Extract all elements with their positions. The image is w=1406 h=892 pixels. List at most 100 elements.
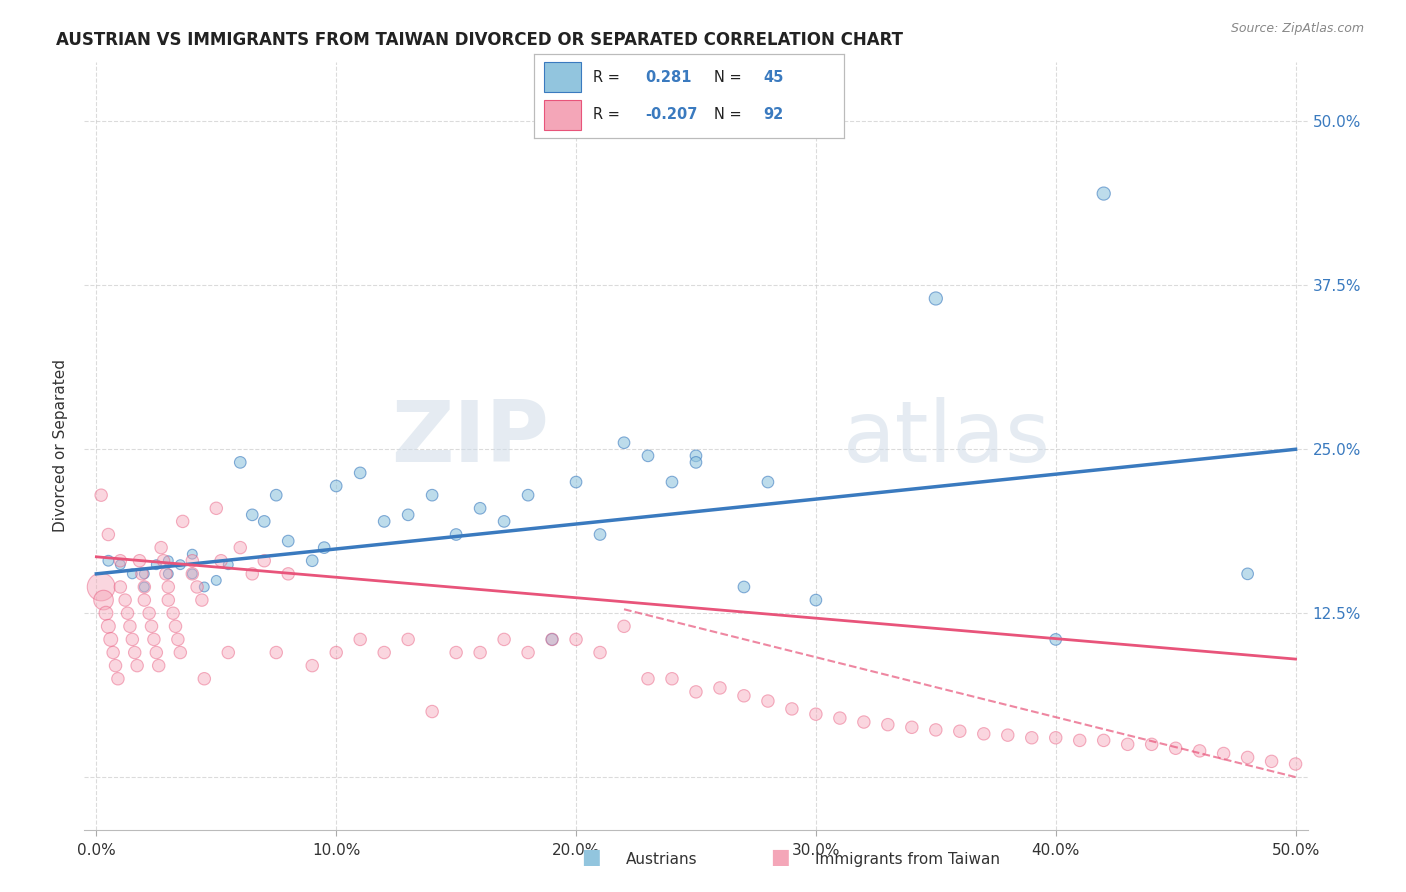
Point xyxy=(517,646,540,660)
Point xyxy=(565,475,588,489)
Point xyxy=(142,632,165,647)
Point xyxy=(167,632,190,647)
Point xyxy=(925,292,948,306)
Point xyxy=(172,515,194,529)
Text: Source: ZipAtlas.com: Source: ZipAtlas.com xyxy=(1230,22,1364,36)
Point xyxy=(110,554,132,568)
Point xyxy=(444,527,467,541)
Point xyxy=(134,580,156,594)
Point xyxy=(134,566,156,581)
Point xyxy=(517,488,540,502)
Point xyxy=(97,554,120,568)
Text: R =: R = xyxy=(593,107,624,122)
Point xyxy=(420,488,443,502)
Point xyxy=(134,580,156,594)
Point xyxy=(157,593,180,607)
Point xyxy=(157,580,180,594)
Text: ■: ■ xyxy=(770,847,790,867)
Point xyxy=(264,646,287,660)
Point xyxy=(169,646,191,660)
Text: N =: N = xyxy=(714,70,747,85)
Point xyxy=(1069,733,1091,747)
Point xyxy=(94,606,117,620)
Point xyxy=(152,554,174,568)
Point xyxy=(997,728,1019,742)
Point xyxy=(468,646,491,660)
Point xyxy=(90,488,112,502)
Point xyxy=(373,646,395,660)
Point xyxy=(110,580,132,594)
Point xyxy=(396,508,419,522)
Point xyxy=(121,566,143,581)
Point xyxy=(661,475,683,489)
Point xyxy=(301,554,323,568)
Point xyxy=(217,646,239,660)
Point xyxy=(804,707,827,722)
Point xyxy=(209,554,232,568)
FancyBboxPatch shape xyxy=(544,100,581,130)
Point xyxy=(264,488,287,502)
Point xyxy=(141,619,163,633)
Text: atlas: atlas xyxy=(842,397,1050,480)
Text: 0.281: 0.281 xyxy=(645,70,692,85)
Point xyxy=(157,554,180,568)
Point xyxy=(1260,755,1282,769)
Point xyxy=(1284,756,1306,771)
Point xyxy=(613,619,636,633)
Point xyxy=(157,566,180,581)
Point xyxy=(756,694,779,708)
Point xyxy=(1188,744,1211,758)
Point xyxy=(1092,733,1115,747)
Point xyxy=(205,574,228,588)
Point xyxy=(155,566,177,581)
Point xyxy=(876,717,898,731)
Point xyxy=(240,508,263,522)
Point xyxy=(162,606,184,620)
Text: -0.207: -0.207 xyxy=(645,107,697,122)
Point xyxy=(107,672,129,686)
Point xyxy=(685,449,707,463)
Point xyxy=(181,566,204,581)
Point xyxy=(240,566,263,581)
Point xyxy=(1140,737,1163,751)
Point xyxy=(804,593,827,607)
Text: 45: 45 xyxy=(763,70,783,85)
Point xyxy=(97,619,120,633)
Point xyxy=(217,558,239,572)
Point xyxy=(349,466,371,480)
Point xyxy=(277,566,299,581)
Point xyxy=(852,714,875,729)
Point xyxy=(589,646,612,660)
Point xyxy=(191,593,214,607)
Point xyxy=(121,632,143,647)
Point xyxy=(181,566,204,581)
Point xyxy=(685,455,707,469)
Point xyxy=(637,672,659,686)
Point xyxy=(709,681,731,695)
FancyBboxPatch shape xyxy=(544,62,581,92)
Point xyxy=(229,541,252,555)
Point xyxy=(114,593,136,607)
Point xyxy=(1045,632,1067,647)
Point xyxy=(104,658,127,673)
Point xyxy=(1021,731,1043,745)
Point xyxy=(97,527,120,541)
Y-axis label: Divorced or Separated: Divorced or Separated xyxy=(53,359,69,533)
Text: AUSTRIAN VS IMMIGRANTS FROM TAIWAN DIVORCED OR SEPARATED CORRELATION CHART: AUSTRIAN VS IMMIGRANTS FROM TAIWAN DIVOR… xyxy=(56,31,903,49)
Point xyxy=(661,672,683,686)
Point xyxy=(733,580,755,594)
Point xyxy=(733,689,755,703)
Point xyxy=(128,554,150,568)
Point xyxy=(468,501,491,516)
Point xyxy=(1164,741,1187,756)
Point xyxy=(314,541,336,555)
Point xyxy=(828,711,851,725)
Point xyxy=(1045,731,1067,745)
Point xyxy=(253,554,276,568)
Point xyxy=(110,558,132,572)
Point xyxy=(124,646,146,660)
Text: ZIP: ZIP xyxy=(391,397,550,480)
Point xyxy=(93,593,115,607)
Point xyxy=(145,558,167,572)
Point xyxy=(420,705,443,719)
